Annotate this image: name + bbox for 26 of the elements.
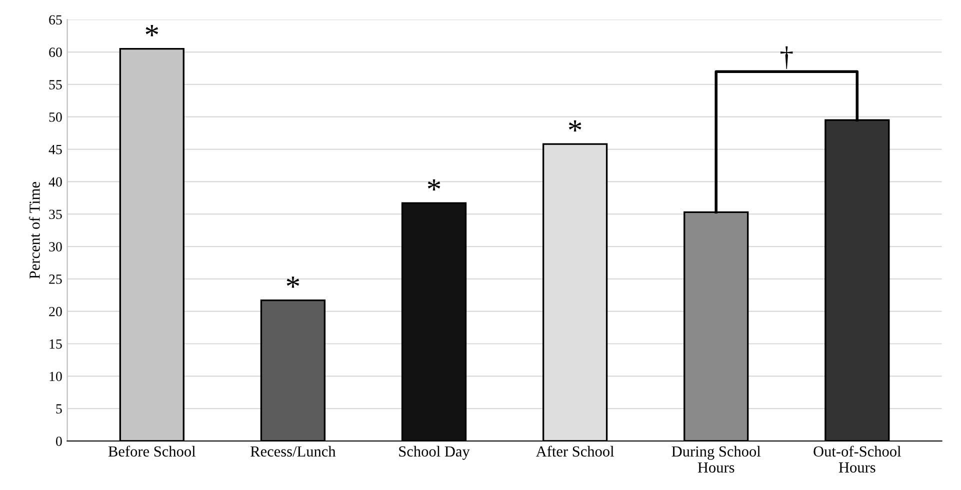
x-tick-label: Out-of-School Hours xyxy=(814,446,901,473)
y-tick-label: 35 xyxy=(49,210,62,220)
x-tick-label: School Day xyxy=(399,446,470,460)
x-tick-label: Recess/Lunch xyxy=(250,446,336,457)
x-tick-label: During School Hours xyxy=(672,446,761,473)
x-tick-label: After School xyxy=(536,446,614,457)
y-tick-label: 30 xyxy=(49,242,62,252)
y-tick-label: 5 xyxy=(56,404,62,414)
annotation: * xyxy=(146,25,158,36)
y-tick-label: 10 xyxy=(50,372,62,382)
y-tick-label: 60 xyxy=(49,48,62,57)
annotation: * xyxy=(286,276,300,288)
y-tick-label: 50 xyxy=(49,112,62,122)
y-tick-label: 40 xyxy=(48,177,62,187)
annotation: * xyxy=(428,179,440,191)
x-tick-label: Before School xyxy=(108,446,196,457)
annotation: † xyxy=(780,46,793,69)
y-tick-label: 65 xyxy=(49,15,62,25)
y-tick-label: 20 xyxy=(49,306,62,316)
y-tick-label: 15 xyxy=(50,339,62,349)
y-axis-title: Percent of Time xyxy=(28,182,40,279)
y-tick-label: 45 xyxy=(48,144,62,154)
y-tick-label: 55 xyxy=(49,80,62,90)
annotation: * xyxy=(568,120,582,132)
y-tick-label: 0 xyxy=(56,436,62,446)
y-tick-label: 25 xyxy=(49,274,62,284)
